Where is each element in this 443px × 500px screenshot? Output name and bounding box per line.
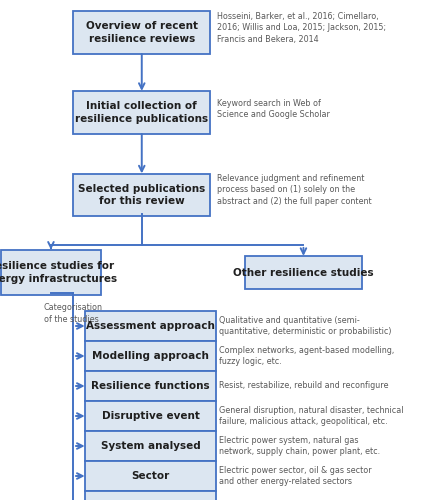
- Text: Qualitative and quantitative (semi-
quantitative, deterministic or probabilistic: Qualitative and quantitative (semi- quan…: [219, 316, 392, 336]
- FancyBboxPatch shape: [85, 431, 216, 461]
- Text: Other resilience studies: Other resilience studies: [233, 268, 374, 278]
- FancyBboxPatch shape: [1, 250, 101, 295]
- Text: Modelling approach: Modelling approach: [92, 351, 209, 361]
- FancyBboxPatch shape: [245, 256, 362, 289]
- FancyBboxPatch shape: [85, 491, 216, 500]
- FancyBboxPatch shape: [85, 341, 216, 371]
- Text: Categorisation
of the studies: Categorisation of the studies: [43, 304, 103, 324]
- Text: Initial collection of
resilience publications: Initial collection of resilience publica…: [75, 101, 208, 124]
- Text: General disruption, natural disaster, technical
failure, malicious attack, geopo: General disruption, natural disaster, te…: [219, 406, 404, 426]
- FancyBboxPatch shape: [73, 174, 210, 216]
- Text: Selected publications
for this review: Selected publications for this review: [78, 184, 206, 206]
- FancyBboxPatch shape: [73, 91, 210, 134]
- Text: Sector: Sector: [132, 471, 170, 481]
- Text: Relevance judgment and refinement
process based on (1) solely on the
abstract an: Relevance judgment and refinement proces…: [217, 174, 372, 206]
- Text: Resilience studies for
energy infrastructures: Resilience studies for energy infrastruc…: [0, 261, 117, 284]
- Text: Keyword search in Web of
Science and Google Scholar: Keyword search in Web of Science and Goo…: [217, 99, 330, 119]
- Text: System analysed: System analysed: [101, 441, 201, 451]
- Text: Resist, restabilize, rebuild and reconfigure: Resist, restabilize, rebuild and reconfi…: [219, 382, 389, 390]
- FancyBboxPatch shape: [85, 371, 216, 401]
- Text: Electric power sector, oil & gas sector
and other energy-related sectors: Electric power sector, oil & gas sector …: [219, 466, 372, 486]
- FancyBboxPatch shape: [85, 311, 216, 341]
- FancyBboxPatch shape: [85, 461, 216, 491]
- FancyBboxPatch shape: [73, 11, 210, 53]
- Text: Hosseini, Barker, et al., 2016; Cimellaro,
2016; Willis and Loa, 2015; Jackson, : Hosseini, Barker, et al., 2016; Cimellar…: [217, 12, 386, 44]
- Text: Assessment approach: Assessment approach: [86, 321, 215, 331]
- Text: Overview of recent
resilience reviews: Overview of recent resilience reviews: [86, 21, 198, 44]
- Text: Complex networks, agent-based modelling,
fuzzy logic, etc.: Complex networks, agent-based modelling,…: [219, 346, 395, 366]
- Text: Disruptive event: Disruptive event: [102, 411, 199, 421]
- Text: Resilience functions: Resilience functions: [91, 381, 210, 391]
- Text: Electric power system, natural gas
network, supply chain, power plant, etc.: Electric power system, natural gas netwo…: [219, 436, 381, 456]
- FancyBboxPatch shape: [85, 401, 216, 431]
